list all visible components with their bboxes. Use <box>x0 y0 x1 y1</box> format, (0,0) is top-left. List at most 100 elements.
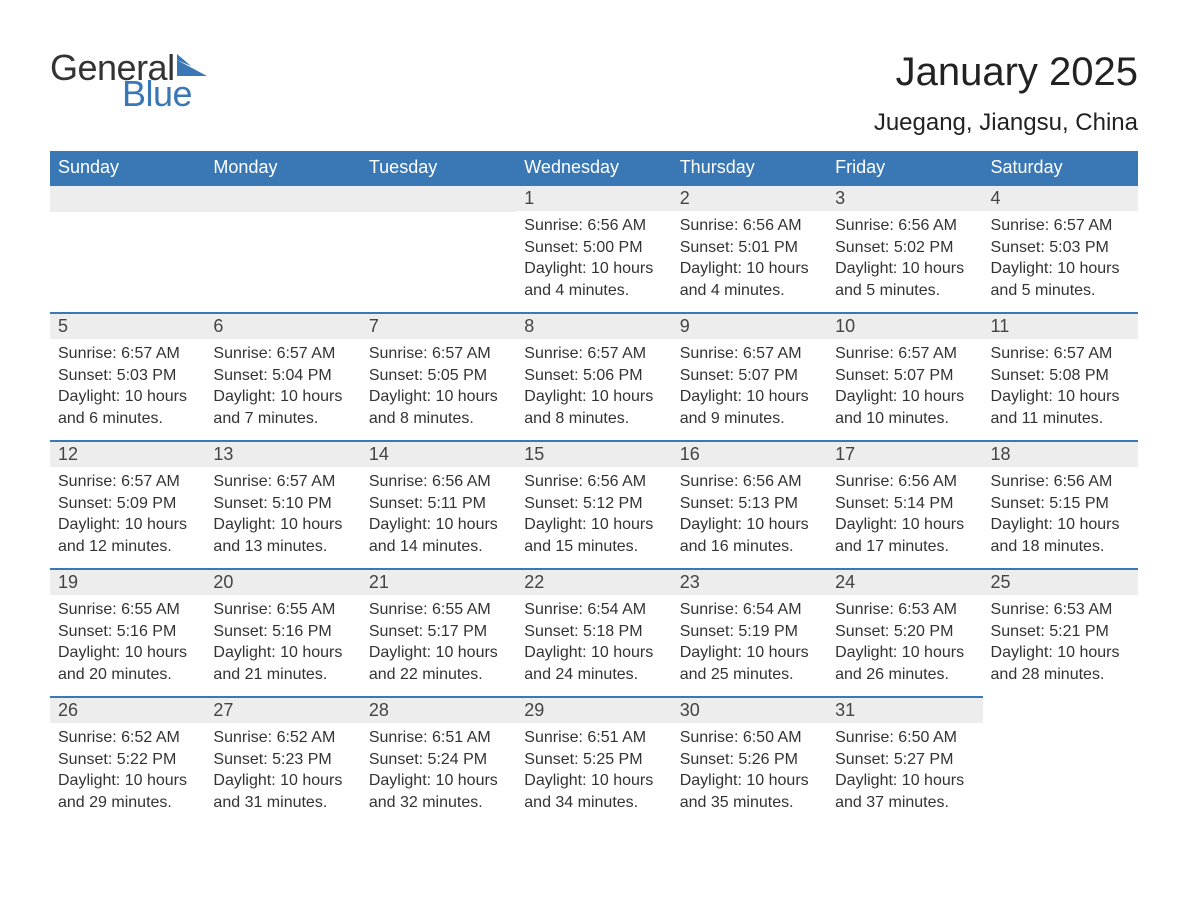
daylight-text: Daylight: 10 hours and 10 minutes. <box>835 386 974 429</box>
daylight-text: Daylight: 10 hours and 17 minutes. <box>835 514 974 557</box>
daylight-text: Daylight: 10 hours and 8 minutes. <box>524 386 663 429</box>
calendar-table: SundayMondayTuesdayWednesdayThursdayFrid… <box>50 151 1138 824</box>
day-number: 2 <box>672 184 827 211</box>
calendar-row: 26Sunrise: 6:52 AMSunset: 5:22 PMDayligh… <box>50 696 1138 824</box>
weekday-header: Monday <box>205 151 360 184</box>
location-subtitle: Juegang, Jiangsu, China <box>874 109 1138 137</box>
sunrise-text: Sunrise: 6:52 AM <box>213 727 352 749</box>
sunset-text: Sunset: 5:00 PM <box>524 237 663 259</box>
day-detail: Sunrise: 6:54 AMSunset: 5:19 PMDaylight:… <box>672 595 827 691</box>
daylight-text: Daylight: 10 hours and 5 minutes. <box>835 258 974 301</box>
day-number: 16 <box>672 440 827 467</box>
day-detail: Sunrise: 6:54 AMSunset: 5:18 PMDaylight:… <box>516 595 671 691</box>
sunrise-text: Sunrise: 6:50 AM <box>835 727 974 749</box>
sunset-text: Sunset: 5:18 PM <box>524 621 663 643</box>
daylight-text: Daylight: 10 hours and 32 minutes. <box>369 770 508 813</box>
calendar-cell-blank <box>983 696 1138 824</box>
day-detail: Sunrise: 6:56 AMSunset: 5:12 PMDaylight:… <box>516 467 671 563</box>
day-number: 14 <box>361 440 516 467</box>
calendar-cell: 13Sunrise: 6:57 AMSunset: 5:10 PMDayligh… <box>205 440 360 568</box>
calendar-cell: 10Sunrise: 6:57 AMSunset: 5:07 PMDayligh… <box>827 312 982 440</box>
calendar-cell: 5Sunrise: 6:57 AMSunset: 5:03 PMDaylight… <box>50 312 205 440</box>
calendar-thead: SundayMondayTuesdayWednesdayThursdayFrid… <box>50 151 1138 184</box>
sunset-text: Sunset: 5:05 PM <box>369 365 508 387</box>
calendar-cell: 2Sunrise: 6:56 AMSunset: 5:01 PMDaylight… <box>672 184 827 312</box>
calendar-cell: 12Sunrise: 6:57 AMSunset: 5:09 PMDayligh… <box>50 440 205 568</box>
day-detail: Sunrise: 6:53 AMSunset: 5:21 PMDaylight:… <box>983 595 1138 691</box>
sunrise-text: Sunrise: 6:57 AM <box>835 343 974 365</box>
daylight-text: Daylight: 10 hours and 29 minutes. <box>58 770 197 813</box>
sunrise-text: Sunrise: 6:57 AM <box>524 343 663 365</box>
sunrise-text: Sunrise: 6:50 AM <box>680 727 819 749</box>
daylight-text: Daylight: 10 hours and 28 minutes. <box>991 642 1130 685</box>
day-number: 12 <box>50 440 205 467</box>
sunrise-text: Sunrise: 6:57 AM <box>680 343 819 365</box>
calendar-cell-blank <box>361 184 516 312</box>
logo-text-blue: Blue <box>122 76 207 112</box>
sunrise-text: Sunrise: 6:51 AM <box>369 727 508 749</box>
calendar-cell: 21Sunrise: 6:55 AMSunset: 5:17 PMDayligh… <box>361 568 516 696</box>
calendar-cell: 18Sunrise: 6:56 AMSunset: 5:15 PMDayligh… <box>983 440 1138 568</box>
weekday-header: Saturday <box>983 151 1138 184</box>
day-number: 6 <box>205 312 360 339</box>
daylight-text: Daylight: 10 hours and 11 minutes. <box>991 386 1130 429</box>
day-number: 26 <box>50 696 205 723</box>
calendar-cell: 4Sunrise: 6:57 AMSunset: 5:03 PMDaylight… <box>983 184 1138 312</box>
calendar-row: 12Sunrise: 6:57 AMSunset: 5:09 PMDayligh… <box>50 440 1138 568</box>
calendar-cell: 22Sunrise: 6:54 AMSunset: 5:18 PMDayligh… <box>516 568 671 696</box>
daylight-text: Daylight: 10 hours and 34 minutes. <box>524 770 663 813</box>
calendar-cell: 7Sunrise: 6:57 AMSunset: 5:05 PMDaylight… <box>361 312 516 440</box>
calendar-cell: 6Sunrise: 6:57 AMSunset: 5:04 PMDaylight… <box>205 312 360 440</box>
day-detail: Sunrise: 6:53 AMSunset: 5:20 PMDaylight:… <box>827 595 982 691</box>
day-number: 15 <box>516 440 671 467</box>
sunset-text: Sunset: 5:16 PM <box>58 621 197 643</box>
calendar-row: 1Sunrise: 6:56 AMSunset: 5:00 PMDaylight… <box>50 184 1138 312</box>
day-detail: Sunrise: 6:57 AMSunset: 5:04 PMDaylight:… <box>205 339 360 435</box>
day-detail: Sunrise: 6:56 AMSunset: 5:14 PMDaylight:… <box>827 467 982 563</box>
day-number: 22 <box>516 568 671 595</box>
day-number: 8 <box>516 312 671 339</box>
day-number: 11 <box>983 312 1138 339</box>
calendar-cell: 30Sunrise: 6:50 AMSunset: 5:26 PMDayligh… <box>672 696 827 824</box>
sunset-text: Sunset: 5:02 PM <box>835 237 974 259</box>
day-number: 19 <box>50 568 205 595</box>
logo: General Blue <box>50 50 207 112</box>
month-title: January 2025 <box>874 50 1138 95</box>
day-detail: Sunrise: 6:57 AMSunset: 5:07 PMDaylight:… <box>672 339 827 435</box>
weekday-row: SundayMondayTuesdayWednesdayThursdayFrid… <box>50 151 1138 184</box>
daylight-text: Daylight: 10 hours and 4 minutes. <box>680 258 819 301</box>
day-detail: Sunrise: 6:56 AMSunset: 5:11 PMDaylight:… <box>361 467 516 563</box>
sunrise-text: Sunrise: 6:56 AM <box>524 471 663 493</box>
sunrise-text: Sunrise: 6:56 AM <box>369 471 508 493</box>
weekday-header: Wednesday <box>516 151 671 184</box>
day-number: 17 <box>827 440 982 467</box>
sunset-text: Sunset: 5:24 PM <box>369 749 508 771</box>
day-detail: Sunrise: 6:50 AMSunset: 5:27 PMDaylight:… <box>827 723 982 819</box>
day-detail: Sunrise: 6:57 AMSunset: 5:09 PMDaylight:… <box>50 467 205 563</box>
sunrise-text: Sunrise: 6:56 AM <box>835 215 974 237</box>
calendar-cell-blank <box>50 184 205 312</box>
daylight-text: Daylight: 10 hours and 12 minutes. <box>58 514 197 557</box>
day-number-row-empty <box>50 184 205 212</box>
calendar-row: 5Sunrise: 6:57 AMSunset: 5:03 PMDaylight… <box>50 312 1138 440</box>
day-detail: Sunrise: 6:57 AMSunset: 5:05 PMDaylight:… <box>361 339 516 435</box>
daylight-text: Daylight: 10 hours and 18 minutes. <box>991 514 1130 557</box>
sunrise-text: Sunrise: 6:57 AM <box>369 343 508 365</box>
calendar-cell: 26Sunrise: 6:52 AMSunset: 5:22 PMDayligh… <box>50 696 205 824</box>
day-number: 4 <box>983 184 1138 211</box>
sunset-text: Sunset: 5:07 PM <box>680 365 819 387</box>
sunset-text: Sunset: 5:12 PM <box>524 493 663 515</box>
day-number: 10 <box>827 312 982 339</box>
calendar-cell: 27Sunrise: 6:52 AMSunset: 5:23 PMDayligh… <box>205 696 360 824</box>
sunset-text: Sunset: 5:03 PM <box>991 237 1130 259</box>
daylight-text: Daylight: 10 hours and 5 minutes. <box>991 258 1130 301</box>
calendar-cell: 3Sunrise: 6:56 AMSunset: 5:02 PMDaylight… <box>827 184 982 312</box>
sunrise-text: Sunrise: 6:56 AM <box>991 471 1130 493</box>
calendar-cell: 1Sunrise: 6:56 AMSunset: 5:00 PMDaylight… <box>516 184 671 312</box>
daylight-text: Daylight: 10 hours and 4 minutes. <box>524 258 663 301</box>
day-number: 21 <box>361 568 516 595</box>
calendar-cell-blank <box>205 184 360 312</box>
daylight-text: Daylight: 10 hours and 16 minutes. <box>680 514 819 557</box>
day-detail: Sunrise: 6:50 AMSunset: 5:26 PMDaylight:… <box>672 723 827 819</box>
day-number: 20 <box>205 568 360 595</box>
